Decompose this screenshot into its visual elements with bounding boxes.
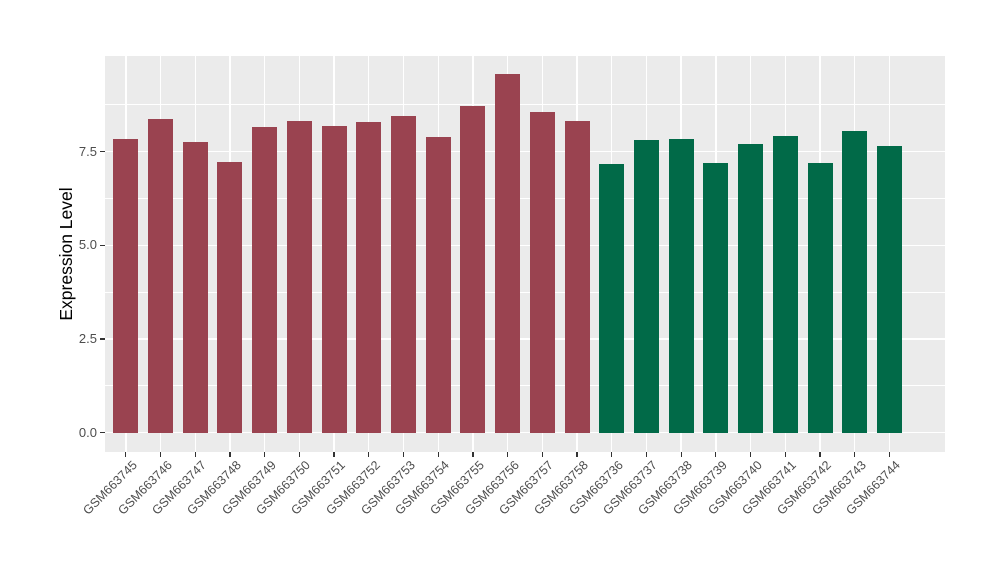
bar bbox=[391, 115, 416, 433]
x-tick-mark bbox=[784, 452, 786, 457]
bar bbox=[772, 135, 798, 433]
x-tick-mark bbox=[541, 452, 543, 457]
bar bbox=[738, 144, 764, 433]
bar bbox=[460, 105, 486, 433]
bar bbox=[807, 162, 833, 433]
y-tick-mark bbox=[100, 244, 105, 246]
x-tick-mark bbox=[680, 452, 682, 457]
bar bbox=[495, 74, 521, 433]
gridline-major-horizontal bbox=[105, 244, 945, 247]
x-tick-mark bbox=[159, 452, 162, 457]
bar bbox=[217, 162, 243, 433]
y-tick-label: 2.5 bbox=[78, 331, 97, 347]
gridline-minor-horizontal bbox=[105, 291, 945, 293]
x-tick-mark bbox=[888, 452, 891, 457]
bar bbox=[113, 139, 139, 433]
bar bbox=[564, 121, 590, 433]
bar bbox=[321, 125, 347, 433]
x-tick-mark bbox=[854, 452, 856, 457]
x-tick-mark bbox=[264, 452, 266, 457]
plot-panel bbox=[105, 56, 945, 452]
x-tick-mark bbox=[194, 452, 196, 457]
bar bbox=[876, 145, 902, 433]
y-tick-mark bbox=[100, 151, 105, 153]
x-tick-mark bbox=[750, 452, 752, 457]
x-tick-mark bbox=[819, 452, 821, 457]
bar bbox=[148, 119, 174, 433]
bar bbox=[286, 120, 312, 433]
x-tick-mark bbox=[229, 452, 231, 457]
bar bbox=[633, 139, 659, 433]
gridline-major-horizontal bbox=[105, 150, 945, 153]
x-tick-mark bbox=[611, 452, 613, 457]
x-tick-mark bbox=[368, 452, 370, 457]
y-axis-title: Expression Level bbox=[56, 187, 76, 321]
x-tick-mark bbox=[125, 452, 127, 457]
x-tick-mark bbox=[645, 452, 648, 457]
y-tick-label: 7.5 bbox=[78, 143, 97, 159]
bar bbox=[599, 163, 625, 433]
bar bbox=[703, 162, 729, 433]
bar bbox=[425, 136, 451, 433]
x-tick-mark bbox=[298, 452, 300, 457]
bar bbox=[529, 111, 555, 433]
x-tick-mark bbox=[437, 452, 439, 457]
bar bbox=[252, 126, 278, 433]
gridline-major-horizontal bbox=[105, 338, 945, 340]
gridline-major-horizontal bbox=[105, 432, 945, 434]
bar bbox=[182, 142, 208, 433]
x-tick-mark bbox=[402, 452, 405, 457]
gridline-minor-horizontal bbox=[105, 198, 945, 199]
y-tick-mark bbox=[100, 338, 105, 340]
y-tick-label: 0.0 bbox=[78, 424, 97, 440]
x-tick-mark bbox=[507, 452, 509, 457]
x-tick-mark bbox=[576, 452, 578, 457]
bar bbox=[842, 131, 868, 433]
y-tick-mark bbox=[100, 432, 105, 434]
y-tick-label: 5.0 bbox=[78, 237, 97, 253]
bar bbox=[356, 122, 382, 433]
gridline-minor-horizontal bbox=[105, 385, 945, 387]
bar bbox=[668, 138, 694, 433]
x-tick-mark bbox=[333, 452, 335, 457]
x-tick-mark bbox=[715, 452, 717, 457]
gridline-minor-horizontal bbox=[105, 104, 945, 106]
x-tick-mark bbox=[472, 452, 474, 457]
